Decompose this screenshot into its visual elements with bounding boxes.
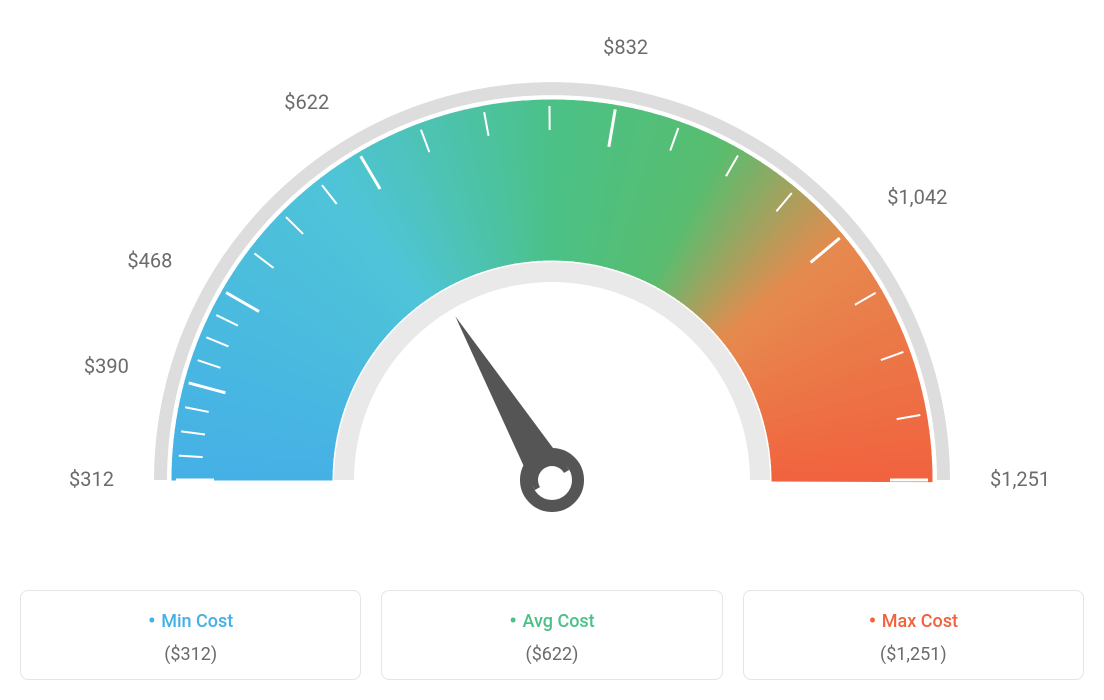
legend-card-max: Max Cost ($1,251)	[743, 590, 1084, 680]
gauge-tick-label: $1,042	[887, 185, 947, 209]
gauge-needle	[455, 316, 569, 490]
gauge-tick-label: $468	[127, 249, 172, 273]
gauge-tick-label: $312	[69, 467, 114, 491]
gauge-tick-label: $390	[84, 354, 129, 378]
legend-min-label: Min Cost	[31, 609, 350, 634]
legend-row: Min Cost ($312) Avg Cost ($622) Max Cost…	[20, 590, 1084, 680]
legend-card-avg: Avg Cost ($622)	[381, 590, 722, 680]
gauge-area: $312 $390 $468 $622 $832 $1,042 $1,251	[20, 20, 1084, 560]
legend-card-min: Min Cost ($312)	[20, 590, 361, 680]
gauge-tick-label: $832	[603, 35, 648, 59]
gauge-tick-label: $1,251	[990, 467, 1050, 491]
gauge-chart-container: $312 $390 $468 $622 $832 $1,042 $1,251 Min Cos…	[20, 20, 1084, 680]
gauge-tick-label: $622	[284, 90, 329, 114]
legend-max-value: ($1,251)	[754, 644, 1073, 665]
legend-max-label: Max Cost	[754, 609, 1073, 634]
gauge-needle-hub-inner	[538, 466, 566, 494]
legend-avg-label: Avg Cost	[392, 609, 711, 634]
legend-avg-value: ($622)	[392, 644, 711, 665]
gauge-svg: $312 $390 $468 $622 $832 $1,042 $1,251	[20, 20, 1084, 560]
legend-min-value: ($312)	[31, 644, 350, 665]
